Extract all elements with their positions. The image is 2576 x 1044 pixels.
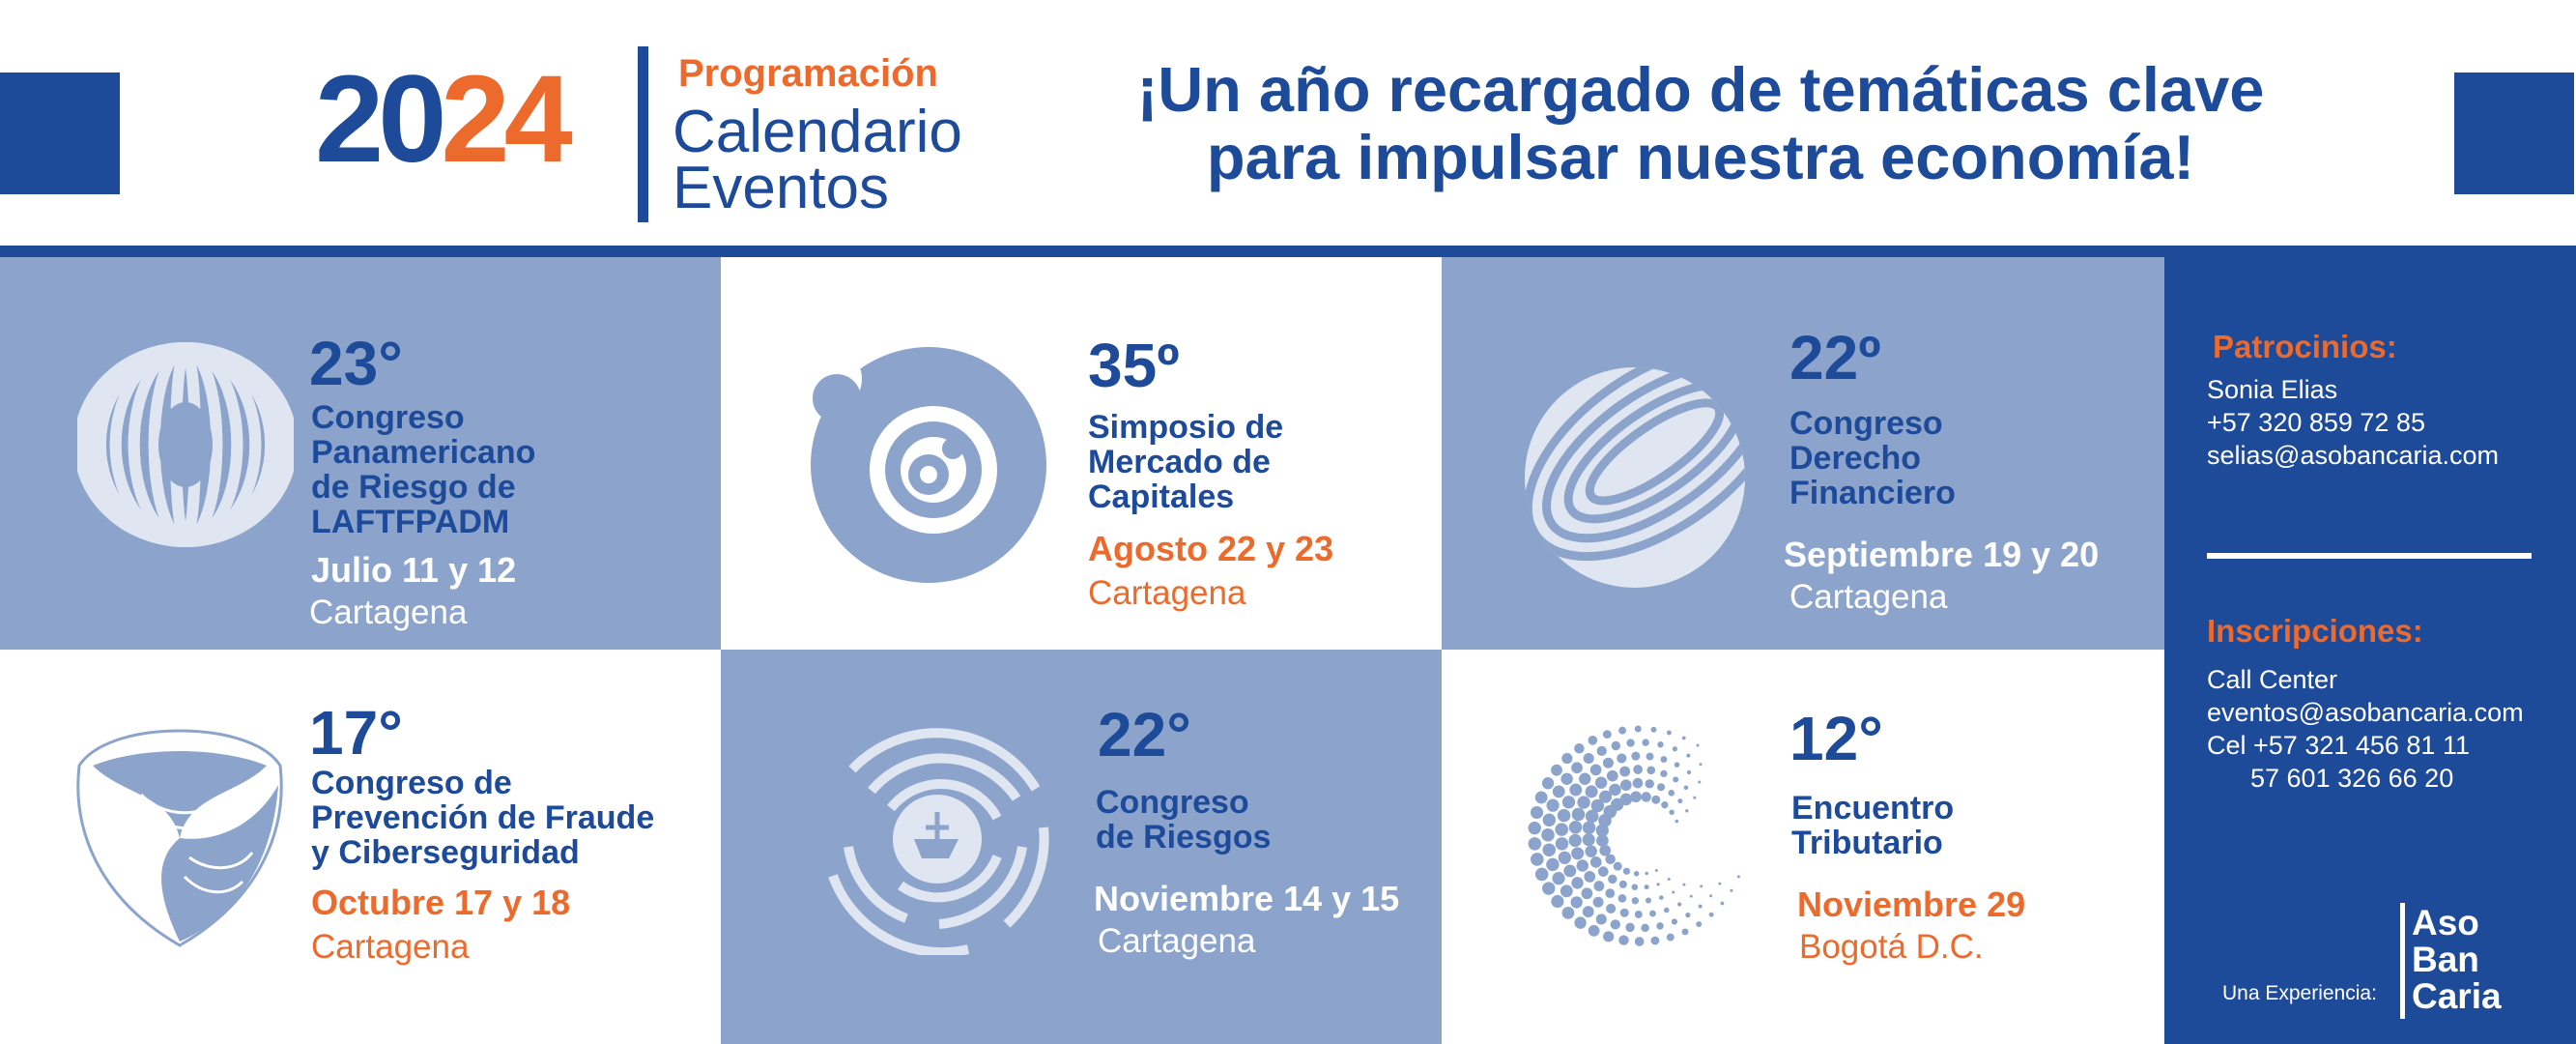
event-title: Encuentro Tributario <box>1791 790 1955 861</box>
event-card-riesgos: 22° Congreso de Riesgos Noviembre 14 y 1… <box>721 650 1442 1044</box>
event-number: 35º <box>1088 331 1180 400</box>
event-card-fraude-ciberseguridad: 17° Congreso de Prevención de Fraude y C… <box>0 650 721 1044</box>
asobancaria-logo: Aso Ban Caria <box>2400 903 2522 1019</box>
event-title: Congreso de Riesgos <box>1096 784 1272 856</box>
event-date: Septiembre 19 y 20 <box>1784 535 2100 574</box>
experience-label: Una Experiencia: <box>2222 982 2377 1004</box>
event-date: Noviembre 14 y 15 <box>1094 879 1400 918</box>
event-card-mercado-capitales: 35º Simposio de Mercado de Capitales Ago… <box>721 257 1442 650</box>
event-date: Noviembre 29 <box>1797 884 2026 924</box>
spiral-circles-icon <box>808 346 1046 583</box>
striped-sphere-icon <box>1525 367 1745 588</box>
tagline: ¡Un año recargado de temáticas clave par… <box>1136 54 2265 192</box>
event-card-encuentro-tributario: 12° Encuentro Tributario Noviembre 29 Bo… <box>1442 650 2164 1044</box>
event-card-derecho-financiero: 22º Congreso Derecho Financiero Septiemb… <box>1442 257 2164 650</box>
event-title: Congreso Panamericano de Riesgo de LAFTF… <box>311 399 536 540</box>
header-title: Calendario Eventos <box>673 99 962 221</box>
sponsor-heading: Patrocinios: <box>2213 329 2397 364</box>
event-number: 23° <box>309 329 403 398</box>
event-place: Cartagena <box>1088 574 1246 612</box>
event-place: Bogotá D.C. <box>1799 928 1984 966</box>
fingerprint-shield-icon <box>76 729 283 947</box>
sponsor-contact: Sonia Elias +57 320 859 72 85 selias@aso… <box>2207 375 2500 470</box>
event-number: 22º <box>1789 323 1881 392</box>
event-place: Cartagena <box>1789 578 1948 616</box>
event-place: Cartagena <box>309 594 468 631</box>
event-date: Julio 11 y 12 <box>311 550 517 590</box>
registration-heading: Inscripciones: <box>2207 613 2423 649</box>
left-decor-square <box>0 72 120 194</box>
header-kicker: Programación <box>678 52 938 95</box>
logo-text: Aso Ban Caria <box>2412 903 2502 1016</box>
right-decor-square <box>2454 72 2574 194</box>
panel-divider <box>2207 553 2532 559</box>
event-title: Congreso Derecho Financiero <box>1789 405 1956 511</box>
event-card-laftfpadm: 23° Congreso Panamericano de Riesgo de L… <box>0 257 721 650</box>
event-title: Congreso de Prevención de Fraude y Ciber… <box>311 765 655 871</box>
event-place: Cartagena <box>311 928 470 966</box>
event-place: Cartagena <box>1098 922 1256 960</box>
contact-panel: Patrocinios: Sonia Elias +57 320 859 72 … <box>2164 257 2576 1044</box>
maze-circle-icon <box>828 728 1049 955</box>
header-divider <box>638 46 648 222</box>
event-date: Agosto 22 y 23 <box>1088 529 1334 568</box>
event-number: 17° <box>309 698 403 768</box>
header-rule <box>0 246 2576 257</box>
registration-contact: Call Center eventos@asobancaria.com Cel … <box>2207 665 2524 793</box>
event-date: Octubre 17 y 18 <box>311 883 571 922</box>
year-title: 2024 <box>315 50 573 188</box>
dotted-swirl-icon <box>1528 725 1740 946</box>
event-title: Simposio de Mercado de Capitales <box>1088 409 1284 515</box>
event-number: 22° <box>1098 700 1191 769</box>
event-number: 12° <box>1789 704 1883 773</box>
striped-torus-icon <box>77 342 294 547</box>
